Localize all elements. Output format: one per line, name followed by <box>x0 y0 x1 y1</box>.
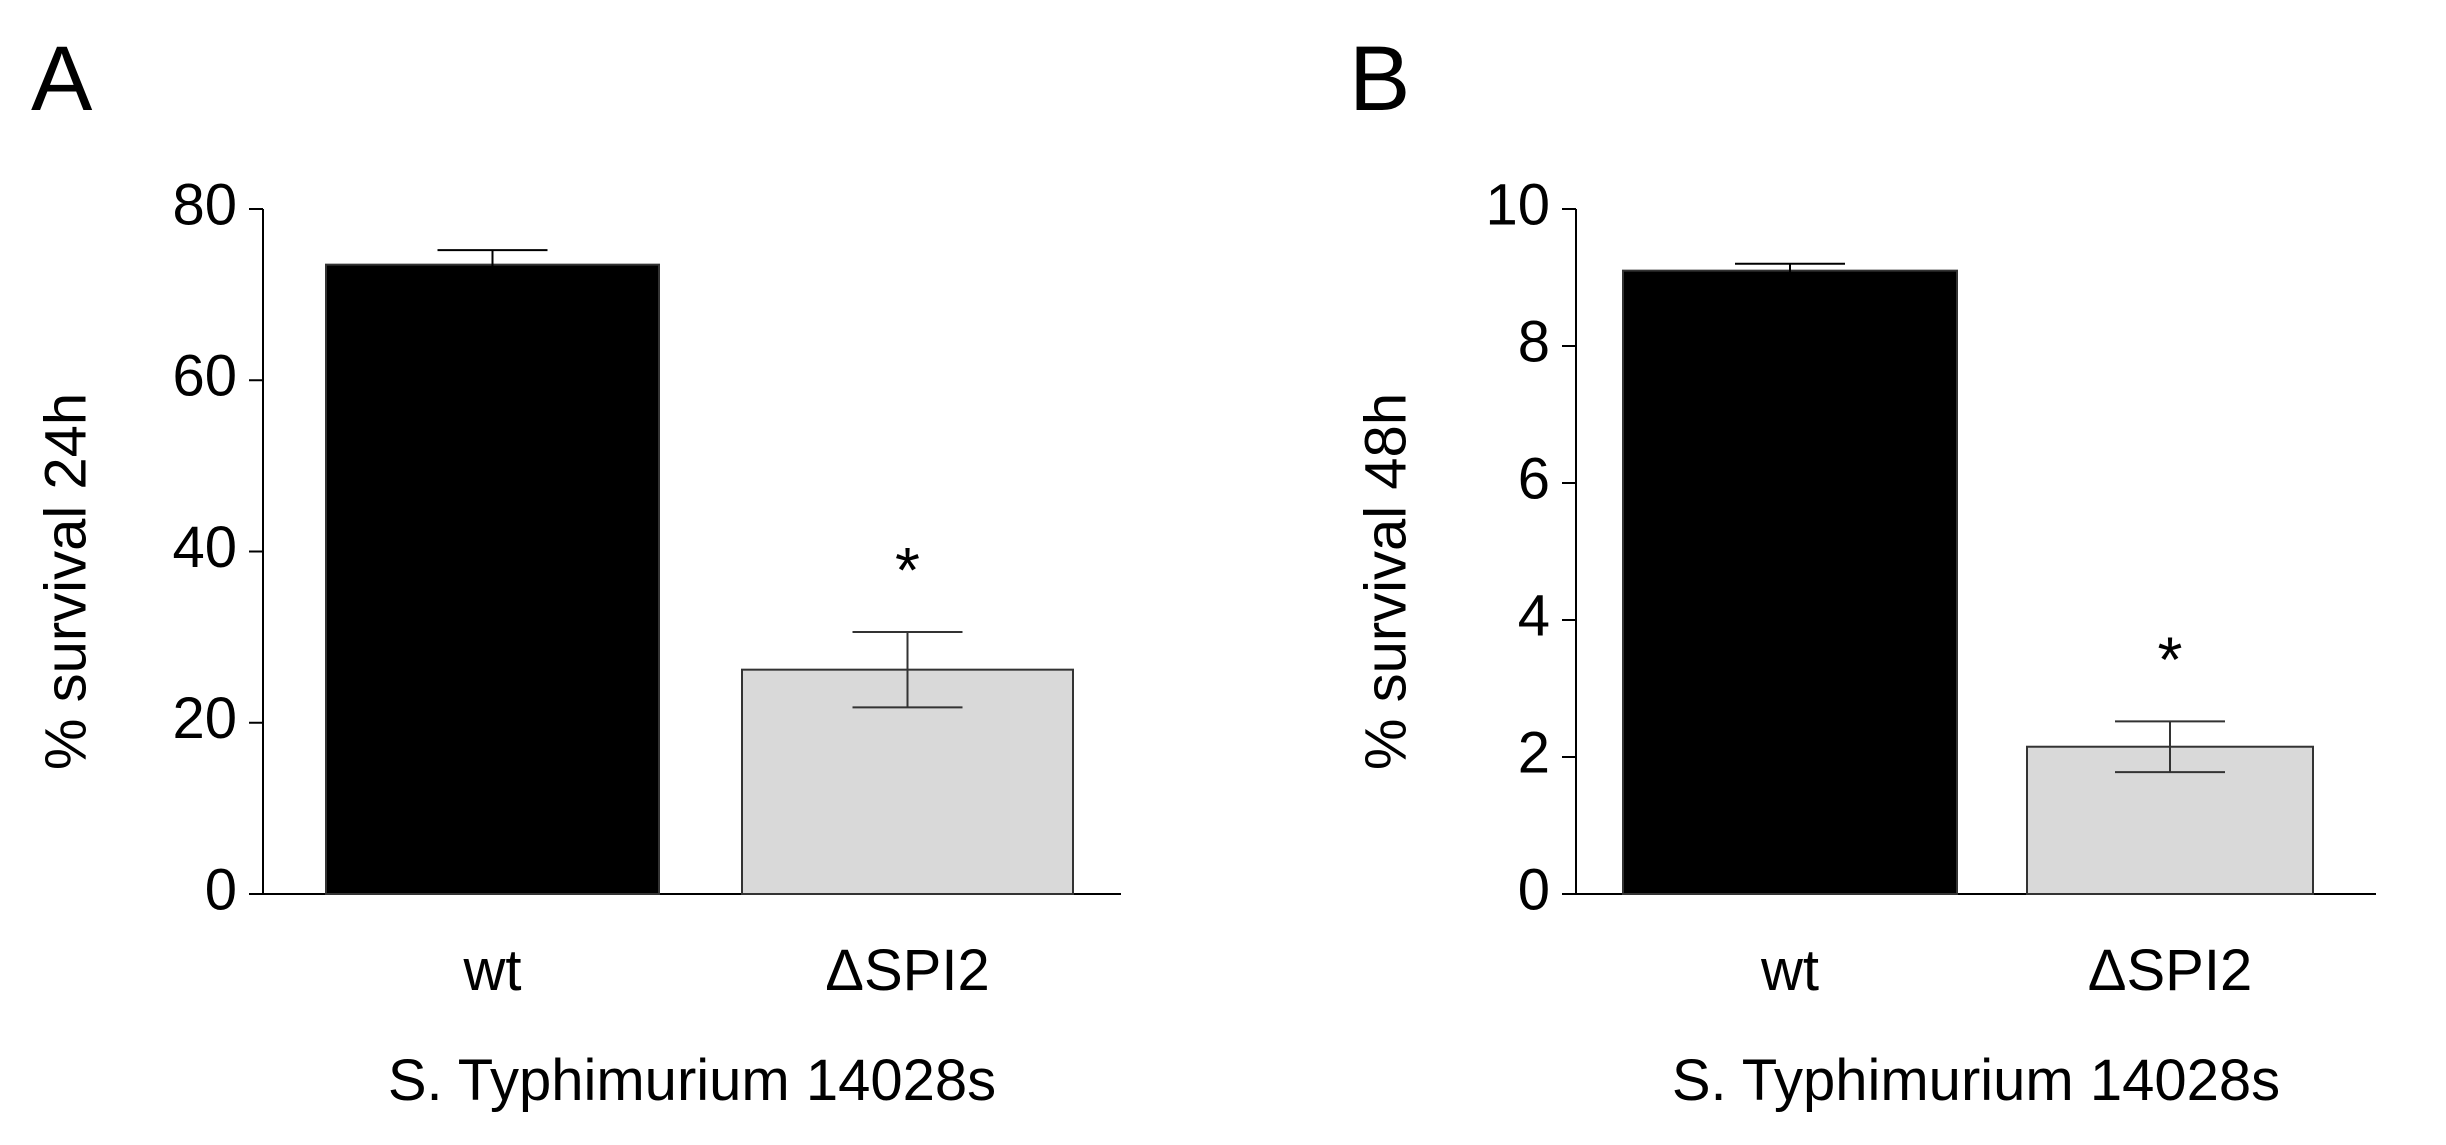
error-bar <box>437 249 548 281</box>
y-tick-label: 10 <box>1485 172 1550 237</box>
panel-label: A <box>31 28 93 130</box>
x-tick-label: wt <box>1760 938 1819 1003</box>
error-bar <box>1735 262 1845 279</box>
y-tick-label: 8 <box>1518 309 1550 374</box>
y-axis-label: % survival 24h <box>33 393 98 770</box>
y-tick-label: 4 <box>1518 583 1550 648</box>
chart-panel: A % survival 24h 0 20 40 60 80 wt ΔSPI2 * S. Typhi… <box>31 28 1121 1113</box>
significance-marker: * <box>2158 623 2183 695</box>
y-tick-label: 80 <box>172 172 237 237</box>
y-tick-label: 60 <box>172 344 237 409</box>
x-tick-label: ΔSPI2 <box>825 938 989 1003</box>
y-tick-label: 20 <box>172 686 237 751</box>
x-tick-label: ΔSPI2 <box>2088 938 2252 1003</box>
y-tick-label: 0 <box>1518 857 1550 922</box>
x-tick-label: wt <box>463 938 522 1003</box>
bar <box>325 263 660 895</box>
y-tick-label: 2 <box>1518 720 1550 785</box>
panel-label: B <box>1349 28 1410 130</box>
bar <box>1622 269 1958 895</box>
error-bar <box>852 630 963 709</box>
chart-panel: B % survival 48h 0 2 4 6 8 10 wt ΔSPI2 * S. Typhimu… <box>1349 28 2376 1113</box>
y-tick-label: 0 <box>205 857 237 922</box>
error-bar <box>2115 720 2225 774</box>
y-axis-label: % survival 48h <box>1353 393 1418 770</box>
x-axis-label: S. Typhimurium 14028s <box>1672 1048 2280 1113</box>
y-tick-label: 40 <box>172 515 237 580</box>
x-axis-label: S. Typhimurium 14028s <box>388 1048 996 1113</box>
significance-marker: * <box>895 534 920 606</box>
y-tick-label: 6 <box>1518 446 1550 511</box>
